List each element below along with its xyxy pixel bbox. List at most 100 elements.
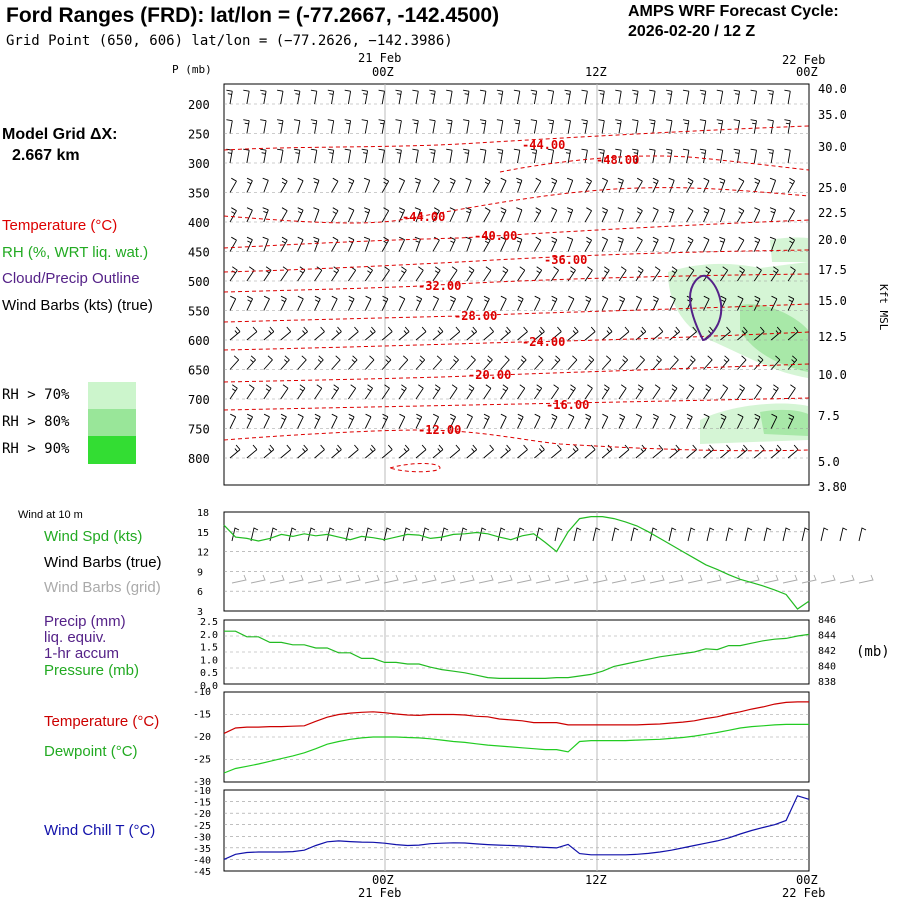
wind-barb	[262, 236, 269, 252]
wind-barb-true	[706, 527, 715, 542]
wind-barb	[361, 89, 369, 105]
wind-barb	[293, 89, 301, 105]
wind-barb	[263, 444, 275, 459]
wind-barb	[398, 177, 406, 193]
wind-barb	[483, 355, 493, 370]
wind-barb	[719, 413, 727, 429]
wind-barb	[733, 89, 741, 105]
wind-barb	[432, 384, 441, 400]
wind-barb	[534, 444, 545, 459]
isotherm-label: -36.00	[544, 253, 587, 267]
time-tick-top-00z-2: 00Z	[796, 65, 818, 79]
wind-barb	[635, 444, 647, 459]
wind-barb	[314, 295, 321, 311]
wind-barb	[719, 236, 726, 252]
wind-barb	[669, 384, 678, 400]
wind-barb	[737, 384, 745, 400]
wind-barb	[601, 295, 609, 311]
wind-barb	[669, 326, 681, 341]
wind-barb	[500, 295, 507, 311]
cross-section-wind-barbs	[226, 89, 799, 459]
wind-barb	[363, 177, 371, 193]
wind-barb	[465, 236, 472, 252]
wind-barb-grid	[706, 574, 722, 584]
wind-barb	[414, 207, 421, 223]
wind-barbs-grid-label: Wind Barbs (grid)	[44, 579, 161, 596]
wind-barb	[737, 444, 748, 459]
wind-barb	[703, 384, 712, 400]
wind-barb	[686, 236, 694, 252]
wind-barb	[348, 266, 357, 282]
wind-barb	[463, 119, 470, 134]
wind-barb	[513, 119, 521, 134]
wind-barb	[753, 413, 761, 429]
temp-ytick-label: -15	[193, 710, 211, 721]
dewpoint-label: Dewpoint (°C)	[44, 743, 138, 760]
wind-barb	[618, 326, 630, 341]
wind-barb	[530, 119, 538, 134]
wind-barb	[381, 207, 390, 223]
wind-barb-grid	[516, 574, 532, 584]
rh70-label: RH > 70%	[2, 387, 70, 403]
wind-barb	[635, 295, 643, 311]
wind-barb	[364, 413, 372, 429]
wind-barb-true	[497, 527, 506, 542]
time-axis-bottom: 00Z 12Z 00Z 21 Feb 22 Feb	[358, 873, 825, 900]
wind-barb	[737, 355, 747, 370]
forecast-cycle-label: AMPS WRF Forecast Cycle:	[628, 3, 839, 20]
wind-barb-true	[516, 527, 525, 542]
wind-barb-grid	[858, 574, 874, 584]
wind-barb-grid	[478, 574, 494, 584]
wind-barb	[754, 444, 765, 459]
wind-barb	[363, 236, 371, 252]
pressure-tick-label: 450	[188, 246, 210, 260]
wind-barb-grid	[326, 574, 342, 584]
wind-barb-true	[573, 527, 582, 542]
wind-barb	[246, 266, 255, 282]
wind-barb	[784, 89, 791, 105]
wind-barb	[737, 326, 748, 341]
wind-barb	[465, 207, 472, 223]
wind-barb	[534, 384, 543, 400]
wind-barb	[483, 295, 490, 311]
wind-barb-grid	[231, 574, 247, 584]
wind-barb	[770, 295, 778, 311]
wind-barb	[432, 236, 440, 252]
wind-barb	[632, 119, 639, 134]
wind-barb-grid	[364, 574, 380, 584]
wind-barb-true	[307, 527, 316, 542]
wind-barb	[669, 413, 676, 429]
wind-barb	[635, 384, 644, 400]
wind-barb	[260, 89, 267, 105]
wind-panel	[223, 511, 874, 612]
wind-barb	[381, 177, 390, 193]
wind-barb	[280, 177, 288, 193]
time-date-bottom-left: 21 Feb	[358, 886, 401, 900]
wind-barb	[297, 295, 304, 311]
wind-barb	[363, 207, 371, 223]
wind-barb	[280, 444, 292, 459]
wind-barb	[246, 295, 254, 311]
isotherm-label: -16.00	[546, 398, 589, 412]
wind-barb	[297, 326, 308, 341]
wind-barb	[516, 177, 523, 193]
wind-barb	[398, 326, 410, 341]
wind-barb-true	[535, 527, 544, 542]
wind-barb	[584, 326, 596, 341]
windchill-ytick-label: -15	[193, 798, 211, 809]
wind-barb	[584, 266, 593, 282]
wind-barb	[720, 326, 731, 341]
height-tick-label: 5.0	[818, 455, 840, 469]
isotherm-label: -48.00	[596, 153, 639, 167]
wind-barb	[293, 119, 301, 134]
wind-barb	[297, 236, 304, 252]
wind-barb	[432, 355, 442, 370]
wind-barb	[331, 177, 339, 193]
model-grid-value: 2.667 km	[12, 147, 80, 164]
windchill-ytick-label: -35	[193, 844, 211, 855]
wind-barb	[649, 119, 656, 134]
wind-barb	[243, 119, 250, 134]
wind-barb	[753, 207, 761, 223]
wind-barb	[567, 413, 575, 429]
wind-barb-true	[630, 527, 639, 542]
